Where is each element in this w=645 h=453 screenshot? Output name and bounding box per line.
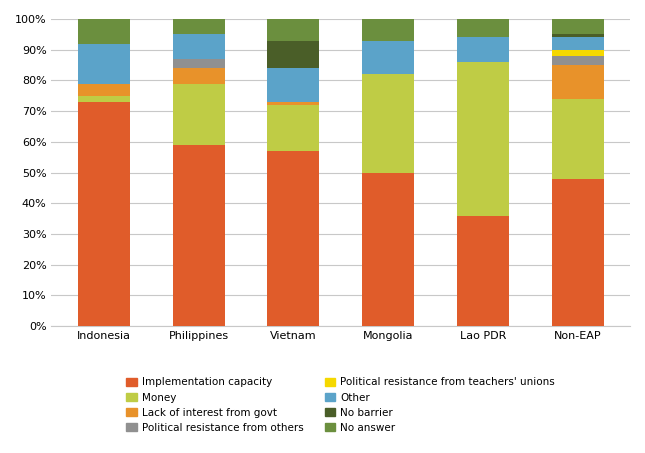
Bar	[362, 173, 414, 326]
Bar	[551, 179, 604, 326]
Bar	[173, 19, 224, 34]
Bar	[551, 38, 604, 50]
Bar	[173, 83, 224, 145]
Bar	[78, 43, 130, 83]
Bar	[457, 216, 509, 326]
Bar	[78, 96, 130, 102]
Bar	[551, 65, 604, 99]
Bar	[78, 102, 130, 326]
Bar	[457, 19, 509, 38]
Bar	[173, 68, 224, 83]
Bar	[267, 151, 319, 326]
Bar	[78, 19, 130, 43]
Bar	[267, 19, 319, 40]
Bar	[362, 74, 414, 173]
Bar	[551, 56, 604, 65]
Legend: Implementation capacity, Money, Lack of interest from govt, Political resistance: Implementation capacity, Money, Lack of …	[126, 377, 555, 433]
Bar	[267, 105, 319, 151]
Bar	[457, 38, 509, 62]
Bar	[267, 68, 319, 102]
Bar	[173, 34, 224, 59]
Bar	[457, 62, 509, 216]
Bar	[362, 19, 414, 40]
Bar	[551, 50, 604, 56]
Bar	[267, 40, 319, 68]
Bar	[551, 34, 604, 38]
Bar	[267, 102, 319, 105]
Bar	[173, 59, 224, 68]
Bar	[173, 145, 224, 326]
Bar	[78, 83, 130, 96]
Bar	[551, 19, 604, 34]
Bar	[362, 40, 414, 74]
Bar	[551, 99, 604, 179]
